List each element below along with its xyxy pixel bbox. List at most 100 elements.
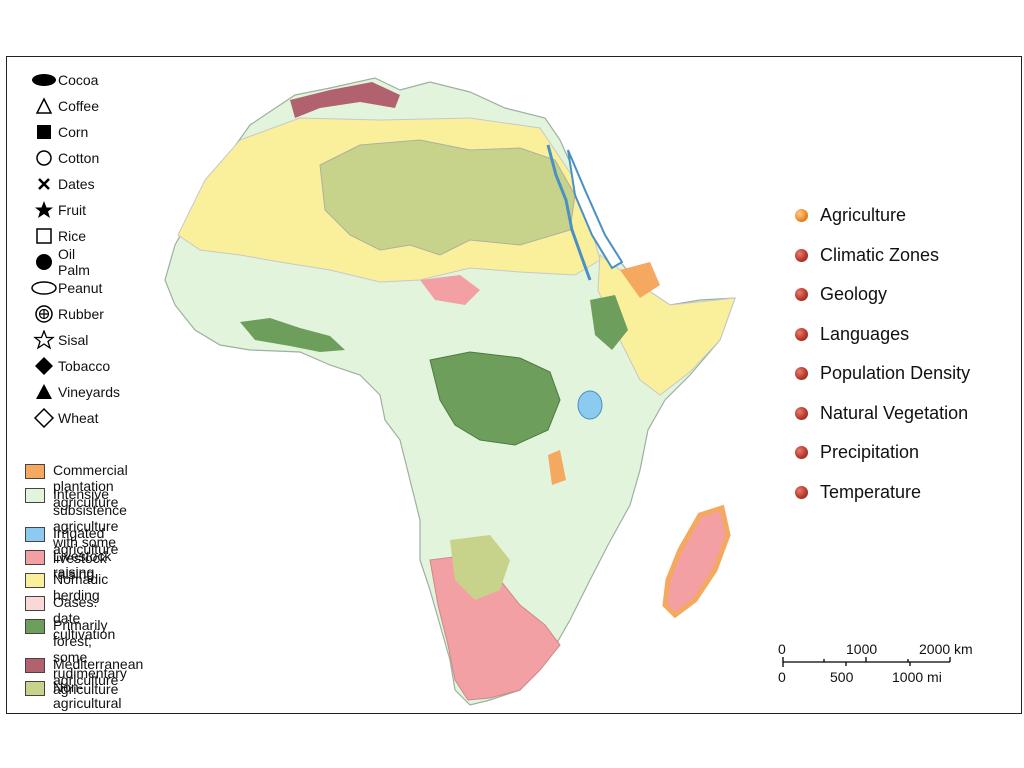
- non-agricultural-kalahari: [450, 535, 510, 600]
- legend-label: Nomadic herding: [53, 571, 109, 603]
- legend-fruit: Fruit: [30, 200, 86, 220]
- menu-item-label: Temperature: [820, 482, 922, 502]
- legend-label: Rubber: [58, 306, 104, 322]
- fruit-icon: [35, 201, 53, 218]
- cocoa-icon: [32, 74, 56, 86]
- legend-label: Wheat: [58, 410, 99, 426]
- menu-item-label: Climatic Zones: [820, 245, 940, 265]
- menu-item-agriculture[interactable]: Agriculture: [795, 205, 906, 226]
- legend-label: Non-agricultural: [53, 679, 122, 711]
- legend-cotton: Cotton: [30, 148, 99, 168]
- oil-palm-icon: [36, 254, 52, 270]
- scale-mi-1000: 1000 mi: [892, 669, 942, 685]
- legend-vineyards: Vineyards: [30, 382, 120, 402]
- dates-icon: [38, 178, 50, 190]
- legend-coffee: Coffee: [30, 96, 99, 116]
- legend-label: Dates: [58, 176, 95, 192]
- legend-rubber: Rubber: [30, 304, 104, 324]
- swatch: [25, 527, 45, 542]
- legend-oil-palm: Oil Palm: [30, 246, 90, 278]
- menu-item-label: Agriculture: [820, 205, 907, 225]
- menu-item-natural-vegetation[interactable]: Natural Vegetation: [795, 403, 968, 424]
- legend-label: Primarily forest; some rudimentary agric…: [53, 617, 127, 697]
- cotton-icon: [36, 150, 52, 166]
- red-sea: [567, 149, 624, 270]
- lake-victoria: [577, 390, 603, 420]
- legend-label: Sisal: [58, 332, 89, 348]
- bullet-icon: [795, 209, 808, 222]
- legend-sisal: Sisal: [30, 330, 88, 350]
- scale-km-1000: 1000: [846, 641, 878, 657]
- swatch: [25, 658, 45, 673]
- swatch: [25, 550, 45, 565]
- swatch: [25, 596, 45, 611]
- legend-dates: Dates: [30, 174, 95, 194]
- scale-mi-0: 0: [778, 669, 786, 685]
- scale-km-2000: 2000 km: [919, 641, 973, 657]
- swatch: [25, 464, 45, 479]
- swatch: [25, 619, 45, 634]
- livestock-south: [429, 554, 561, 701]
- menu-item-label: Precipitation: [820, 442, 920, 462]
- coffee-icon: [35, 97, 53, 114]
- non-agricultural-sahara: [319, 139, 576, 256]
- land-use-commercial-plantation: Commercial plantation agriculture: [25, 462, 128, 510]
- legend-label: Mediterranean agriculture: [53, 656, 144, 688]
- legend-label: Irrigated agriculture: [53, 525, 119, 557]
- forest-east: [590, 295, 628, 350]
- sisal-icon: [33, 330, 55, 350]
- menu-item-label: Geology: [820, 284, 888, 304]
- livestock-west: [420, 275, 480, 305]
- legend-tobacco: Tobacco: [30, 356, 110, 376]
- nile-river: [546, 144, 592, 281]
- plantation-central: [548, 450, 566, 485]
- legend-label: Intensive subsistence agriculture with s…: [53, 486, 127, 582]
- menu-item-precipitation[interactable]: Precipitation: [795, 442, 919, 463]
- swatch: [25, 488, 45, 503]
- bullet-icon: [795, 446, 808, 459]
- legend-label: Coffee: [58, 98, 99, 114]
- swatch: [25, 573, 45, 588]
- bullet-icon: [795, 486, 808, 499]
- forest-congo: [429, 351, 561, 446]
- menu-item-label: Population Density: [820, 363, 971, 383]
- menu-item-languages[interactable]: Languages: [795, 324, 909, 345]
- tobacco-icon: [35, 357, 53, 375]
- scale-km-0: 0: [778, 641, 786, 657]
- menu-item-label: Natural Vegetation: [820, 403, 969, 423]
- menu-item-geology[interactable]: Geology: [795, 284, 887, 305]
- legend-label: Oases: date cultivation: [53, 594, 116, 642]
- menu-item-climatic-zones[interactable]: Climatic Zones: [795, 245, 939, 266]
- peanut-icon: [31, 281, 57, 295]
- swatch: [25, 681, 45, 696]
- menu-item-temperature[interactable]: Temperature: [795, 482, 921, 503]
- forest-west: [240, 318, 345, 352]
- legend-label: Rice: [58, 228, 87, 244]
- legend-rice: Rice: [30, 226, 86, 246]
- rubber-icon: [35, 305, 53, 323]
- legend-label: Corn: [58, 124, 89, 140]
- legend-label: Cotton: [58, 150, 100, 166]
- legend-peanut: Peanut: [30, 278, 102, 298]
- land-use-mediterranean: Mediterranean agriculture: [25, 656, 143, 688]
- legend-label: Peanut: [58, 280, 103, 296]
- bullet-icon: [795, 249, 808, 262]
- legend-label: Fruit: [58, 202, 86, 218]
- menu-item-population-density[interactable]: Population Density: [795, 363, 970, 384]
- land-use-livestock: Livestock raising: [25, 548, 111, 580]
- scale-bar-graphic: [782, 657, 951, 667]
- scale-bar: 0 1000 2000 km 0 500 1000 mi: [778, 640, 990, 690]
- bullet-icon: [795, 407, 808, 420]
- land-use-nomadic-herding: Nomadic herding: [25, 571, 108, 603]
- wheat-icon: [33, 408, 55, 428]
- legend-cocoa: Cocoa: [30, 70, 98, 90]
- mediterranean-north: [290, 82, 400, 118]
- land-use-forest: Primarily forest; some rudimentary agric…: [25, 617, 127, 697]
- menu-item-label: Languages: [820, 324, 910, 344]
- corn-icon: [37, 125, 51, 139]
- land-use-oases: Oases: date cultivation: [25, 594, 115, 642]
- rice-icon: [36, 228, 52, 244]
- legend-wheat: Wheat: [30, 408, 98, 428]
- bullet-icon: [795, 328, 808, 341]
